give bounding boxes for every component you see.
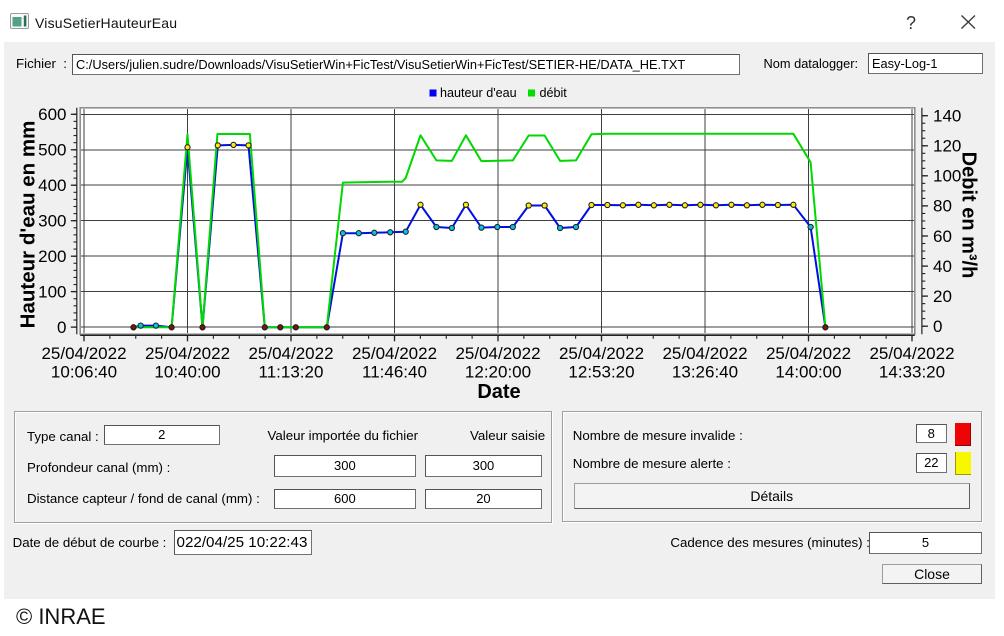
svg-text:Date: Date [477, 381, 520, 403]
svg-text:25/04/2022: 25/04/2022 [662, 344, 747, 363]
svg-text:100: 100 [933, 167, 961, 186]
svg-text:0: 0 [57, 318, 66, 337]
svg-text:600: 600 [38, 105, 66, 124]
svg-text:12:20:00: 12:20:00 [465, 363, 531, 382]
svg-text:10:40:00: 10:40:00 [154, 363, 220, 382]
svg-text:25/04/2022: 25/04/2022 [352, 344, 437, 363]
svg-text:Hauteur d'eau en mm: Hauteur d'eau en mm [17, 121, 40, 329]
svg-text:40: 40 [933, 257, 952, 276]
svg-text:25/04/2022: 25/04/2022 [145, 344, 230, 363]
svg-text:500: 500 [38, 141, 66, 160]
svg-text:11:13:20: 11:13:20 [259, 363, 324, 382]
svg-text:400: 400 [38, 176, 66, 195]
svg-text:200: 200 [38, 247, 66, 266]
svg-text:80: 80 [933, 197, 952, 216]
svg-text:13:26:40: 13:26:40 [672, 363, 738, 382]
svg-text:60: 60 [933, 227, 952, 246]
svg-text:25/04/2022: 25/04/2022 [248, 344, 333, 363]
svg-text:Debit en m³/h: Debit en m³/h [958, 152, 980, 279]
svg-text:25/04/2022: 25/04/2022 [559, 344, 644, 363]
svg-text:20: 20 [933, 287, 952, 306]
svg-text:300: 300 [38, 212, 66, 231]
svg-text:10:06:40: 10:06:40 [51, 363, 117, 382]
svg-text:120: 120 [933, 137, 961, 156]
svg-text:14:00:00: 14:00:00 [775, 363, 841, 382]
svg-text:140: 140 [933, 107, 961, 126]
svg-text:0: 0 [933, 317, 942, 336]
svg-text:25/04/2022: 25/04/2022 [766, 344, 851, 363]
svg-text:100: 100 [38, 282, 66, 301]
svg-text:25/04/2022: 25/04/2022 [455, 344, 540, 363]
svg-text:débit: débit [540, 86, 568, 100]
svg-text:12:53:20: 12:53:20 [568, 363, 634, 382]
svg-text:hauteur d'eau: hauteur d'eau [440, 86, 517, 100]
svg-text:25/04/2022: 25/04/2022 [41, 344, 126, 363]
svg-text:25/04/2022: 25/04/2022 [869, 344, 954, 363]
svg-text:14:33:20: 14:33:20 [879, 363, 945, 382]
svg-text:11:46:40: 11:46:40 [362, 363, 427, 382]
